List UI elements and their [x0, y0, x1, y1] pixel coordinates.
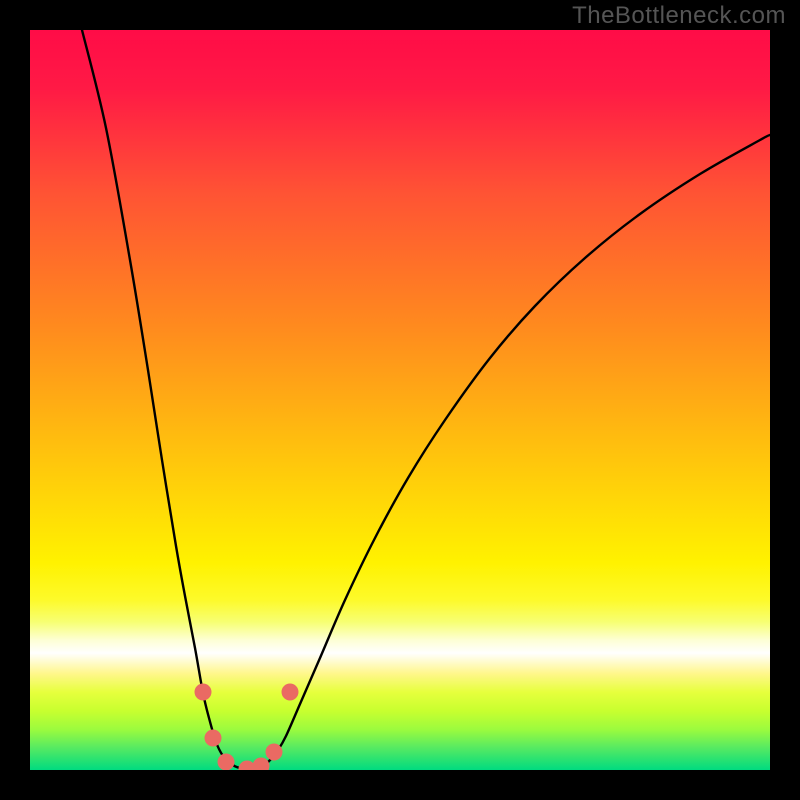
knot-marker	[205, 730, 222, 747]
knot-marker	[218, 754, 235, 771]
knot-marker	[282, 684, 299, 701]
plot-area	[30, 30, 770, 770]
watermark-text: TheBottleneck.com	[572, 2, 786, 30]
knot-marker	[195, 684, 212, 701]
bottleneck-chart	[0, 0, 800, 800]
knot-marker	[266, 744, 283, 761]
